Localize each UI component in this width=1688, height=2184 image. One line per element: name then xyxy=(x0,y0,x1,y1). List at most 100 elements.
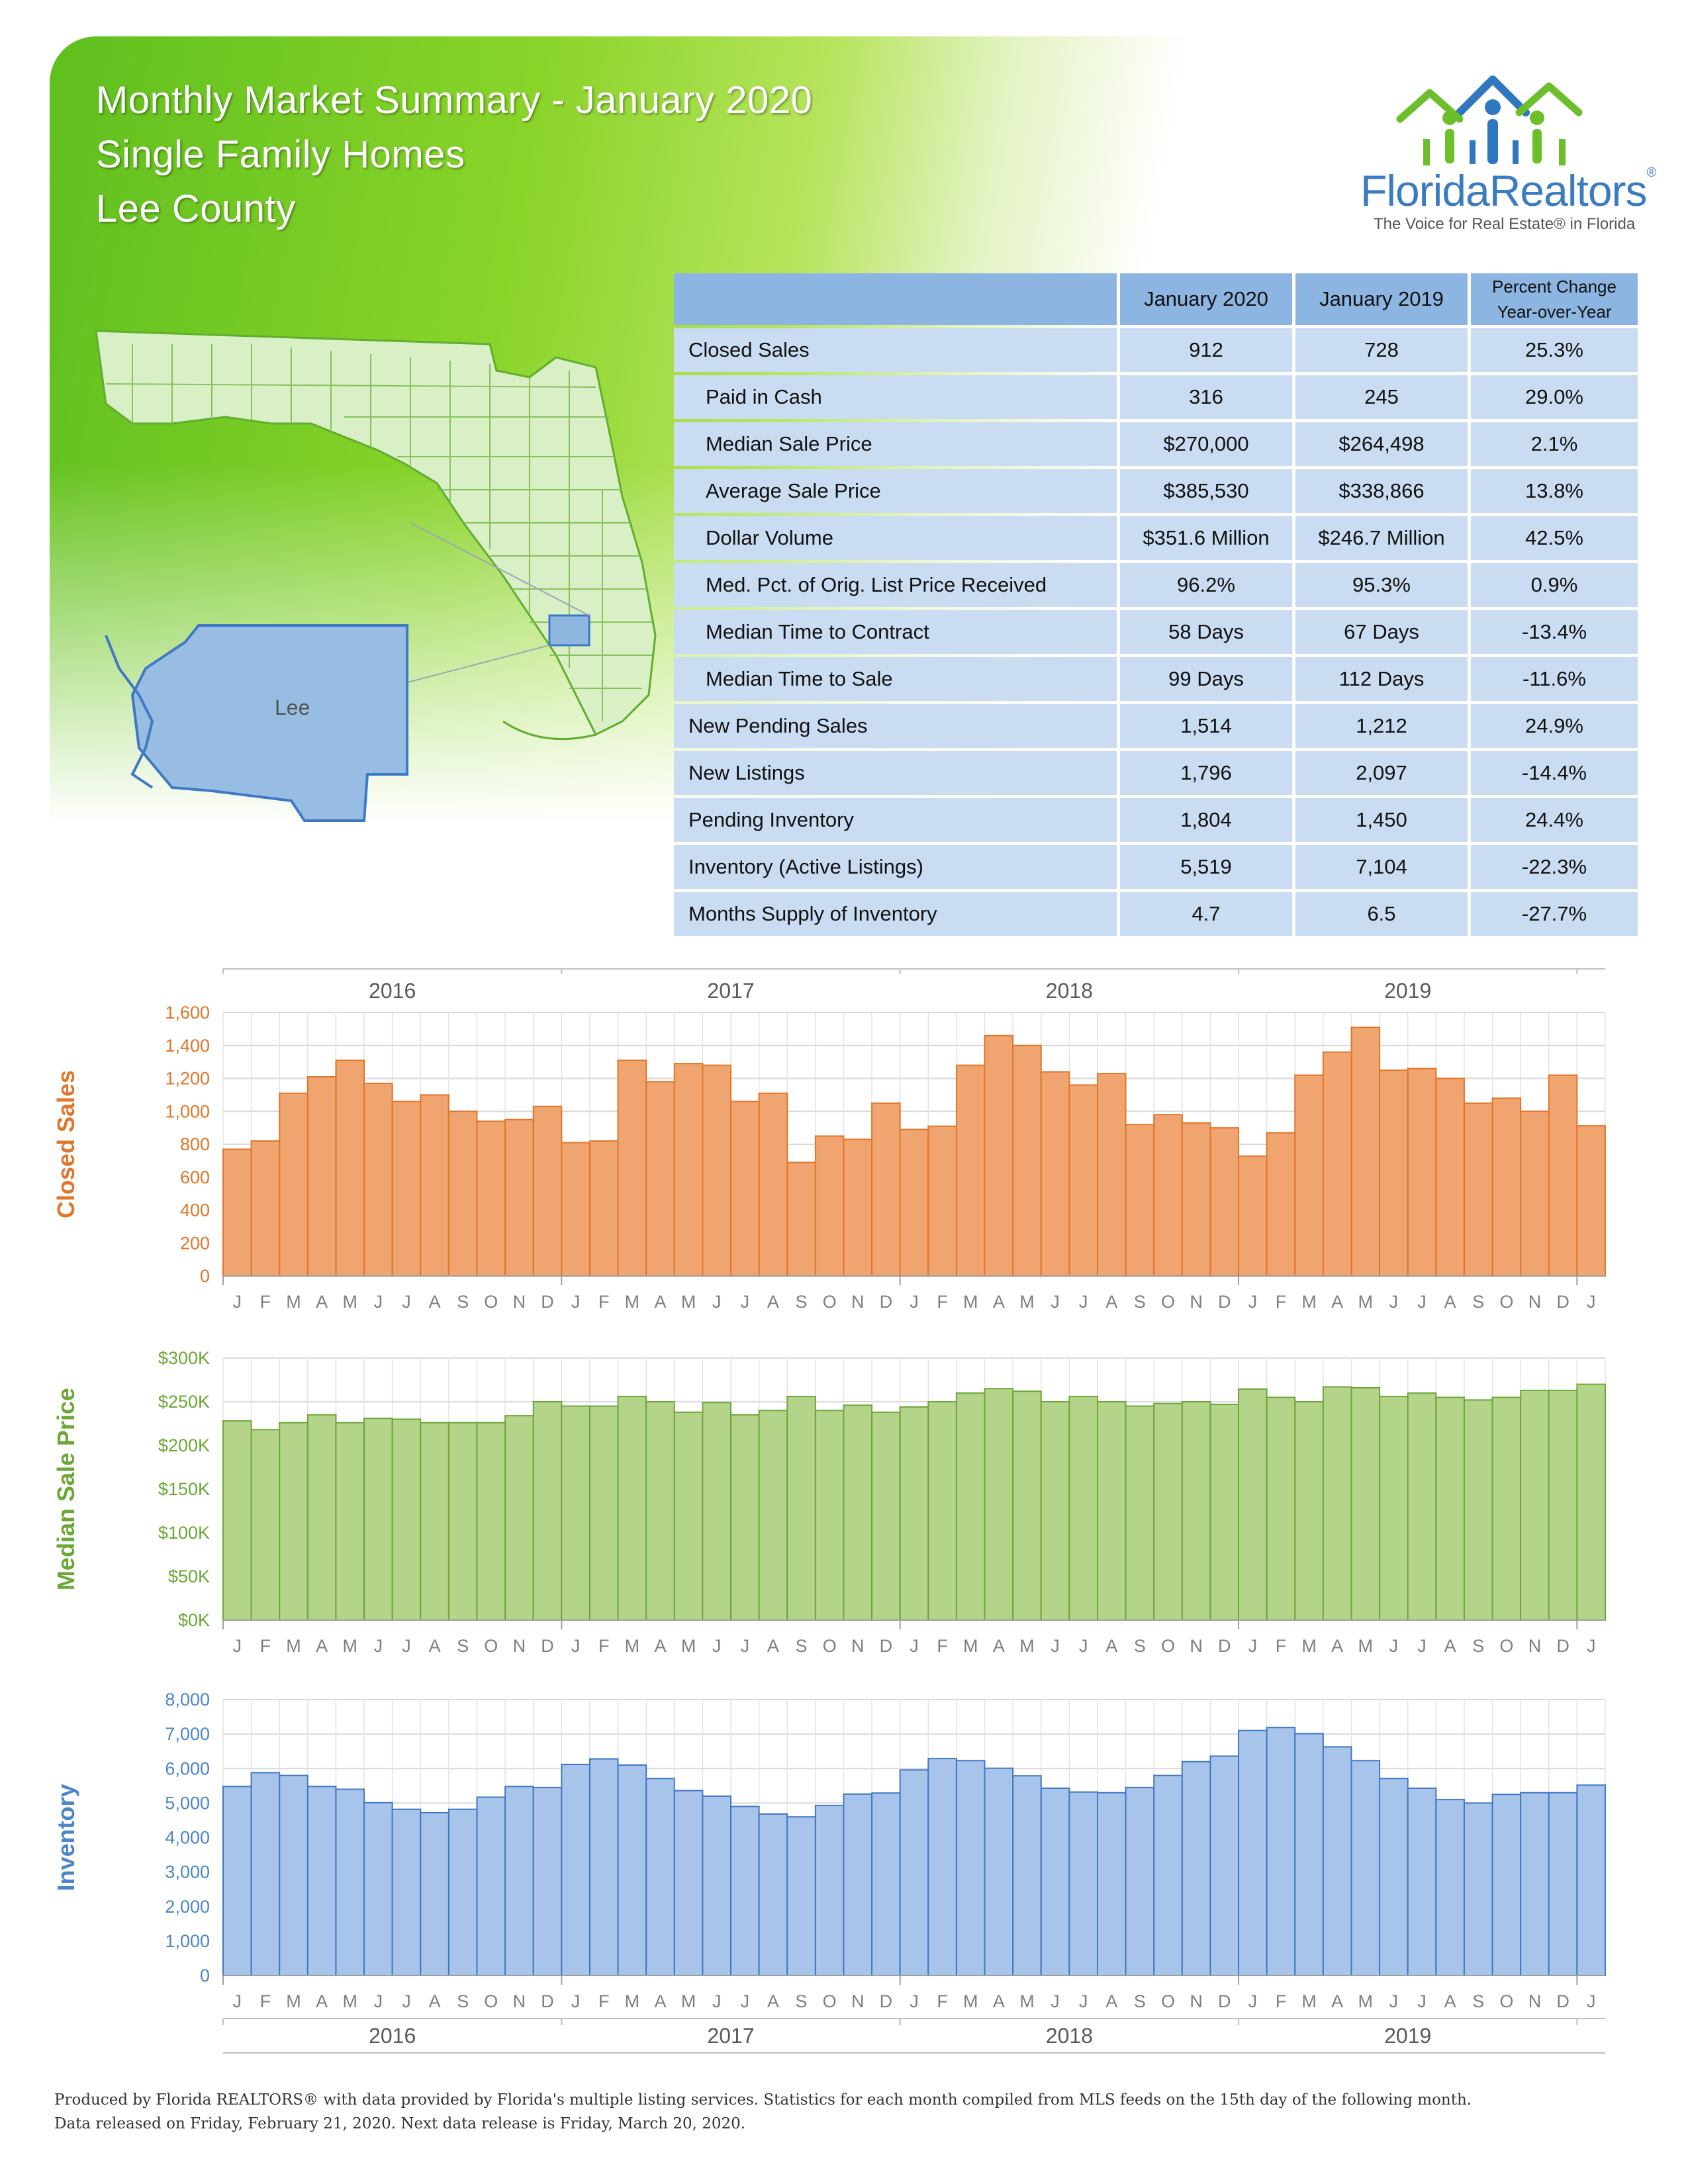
x-tick-label: O xyxy=(484,1292,498,1312)
x-tick-label: J xyxy=(1248,1991,1258,2011)
bar xyxy=(1294,1401,1324,1621)
bar xyxy=(871,1792,901,1977)
y-tick-label: $50K xyxy=(168,1567,210,1586)
bar xyxy=(279,1092,308,1277)
x-tick-label: J xyxy=(712,1636,722,1656)
y-tick-label: 8,000 xyxy=(165,1690,210,1709)
bar xyxy=(1040,1787,1070,1977)
table-cell-prior: 67 Days xyxy=(1295,610,1468,654)
bar xyxy=(1153,1402,1183,1621)
x-tick-label: A xyxy=(316,1292,328,1312)
x-tick-label: M xyxy=(1019,1636,1035,1656)
x-tick-label: D xyxy=(541,1292,554,1312)
y-axis-label: Median Sale Price xyxy=(52,1388,79,1590)
table-header-change: Percent Change Year-over-Year xyxy=(1471,273,1638,325)
bar xyxy=(1576,1784,1606,1977)
x-tick-label: M xyxy=(1358,1991,1374,2011)
x-tick-label: A xyxy=(654,1991,666,2011)
x-tick-label: J xyxy=(1417,1292,1427,1312)
x-tick-label: J xyxy=(712,1991,722,2011)
y-tick-label: $150K xyxy=(158,1479,210,1499)
bar xyxy=(1068,1396,1098,1621)
bar xyxy=(871,1411,901,1621)
x-tick-label: F xyxy=(1276,1292,1287,1312)
table-cell-current: 58 Days xyxy=(1120,610,1292,654)
table-row: Median Sale Price $270,000 $264,498 2.1% xyxy=(674,422,1638,466)
bar xyxy=(306,1076,337,1277)
bar xyxy=(645,1778,675,1976)
bar xyxy=(1463,1802,1493,1976)
x-tick-label: A xyxy=(654,1292,666,1312)
year-label-top: 2016 xyxy=(369,979,416,1003)
x-tick-label: J xyxy=(1587,1991,1596,2011)
bar xyxy=(532,1786,563,1976)
x-tick-label: S xyxy=(1472,1636,1484,1656)
x-tick-label: D xyxy=(880,1636,893,1656)
x-tick-label: N xyxy=(851,1636,865,1656)
x-tick-label: A xyxy=(1105,1991,1117,2011)
x-tick-label: J xyxy=(1417,1991,1427,2011)
bar xyxy=(476,1120,506,1277)
x-tick-label: N xyxy=(1190,1292,1203,1312)
x-tick-label: J xyxy=(1417,1636,1427,1656)
y-axis-label: Inventory xyxy=(52,1784,79,1891)
bar xyxy=(1012,1390,1042,1621)
y-tick-label: $250K xyxy=(158,1392,210,1412)
table-row-label: Average Sale Price xyxy=(674,469,1117,513)
x-tick-label: A xyxy=(316,1991,328,2011)
x-tick-label: M xyxy=(1358,1292,1374,1312)
bar xyxy=(1435,1799,1465,1976)
y-tick-label: 4,000 xyxy=(165,1828,210,1848)
bar xyxy=(814,1135,845,1277)
bar xyxy=(730,1414,760,1621)
table-cell-change: 29.0% xyxy=(1471,375,1638,419)
bar xyxy=(1435,1077,1465,1277)
table-cell-change: 24.9% xyxy=(1471,704,1638,748)
table-row: New Listings 1,796 2,097 -14.4% xyxy=(674,751,1638,795)
x-tick-label: D xyxy=(1218,1292,1231,1312)
x-tick-label: O xyxy=(484,1636,498,1656)
x-tick-label: O xyxy=(1161,1991,1175,2011)
bar xyxy=(306,1414,337,1621)
x-tick-label: S xyxy=(457,1292,469,1312)
bar xyxy=(363,1082,393,1277)
y-tick-label: 1,600 xyxy=(165,1003,210,1023)
bar xyxy=(899,1769,929,1976)
x-tick-label: D xyxy=(1556,1636,1570,1656)
x-tick-label: A xyxy=(1444,1636,1456,1656)
table-row-label: New Pending Sales xyxy=(674,704,1117,748)
year-label-top: 2018 xyxy=(1046,979,1093,1003)
bar xyxy=(702,1795,732,1976)
x-tick-label: A xyxy=(767,1292,779,1312)
x-tick-label: J xyxy=(402,1636,411,1656)
x-tick-label: F xyxy=(598,1292,610,1312)
bar xyxy=(730,1805,760,1977)
bar xyxy=(786,1161,816,1277)
bar xyxy=(786,1396,816,1621)
x-tick-label: J xyxy=(741,1292,750,1312)
bar xyxy=(730,1101,760,1277)
x-tick-label: O xyxy=(1161,1292,1175,1312)
bar xyxy=(1463,1102,1493,1277)
bar xyxy=(250,1140,281,1277)
x-tick-label: S xyxy=(1472,1991,1484,2011)
x-tick-label: D xyxy=(541,1991,554,2011)
bar xyxy=(588,1140,619,1277)
x-tick-label: S xyxy=(1134,1636,1146,1656)
x-tick-label: J xyxy=(1389,1292,1399,1312)
y-tick-label: 200 xyxy=(180,1233,210,1253)
county-title: Lee County xyxy=(96,187,296,230)
x-tick-label: J xyxy=(1051,1636,1060,1656)
bar xyxy=(504,1118,534,1277)
table-row-label: Paid in Cash xyxy=(674,375,1117,419)
table-row-label: Pending Inventory xyxy=(674,798,1117,842)
x-tick-label: S xyxy=(1134,1292,1146,1312)
table-cell-prior: 1,450 xyxy=(1295,798,1468,842)
bar xyxy=(955,1760,986,1976)
bar xyxy=(306,1786,337,1976)
table-cell-change: 42.5% xyxy=(1471,516,1638,560)
bar xyxy=(1322,1051,1352,1277)
year-label-bottom: 2016 xyxy=(369,2024,416,2048)
bar xyxy=(1322,1746,1352,1976)
bar xyxy=(617,1060,647,1277)
